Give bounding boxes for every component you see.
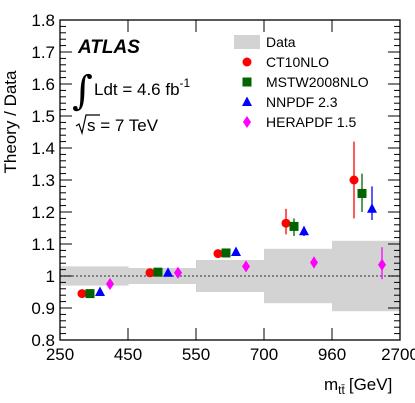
integral-sign-icon: ∫: [72, 68, 93, 114]
data-point: [163, 267, 173, 277]
legend-label-4: HERAPDF 1.5: [266, 114, 356, 130]
x-tick-label: 700: [250, 345, 278, 364]
data-band-bin-3: [196, 260, 265, 292]
data-band-bin-4: [264, 248, 333, 304]
x-axis-title-unit: [GeV]: [349, 375, 392, 394]
y-tick-label: 1: [46, 267, 55, 286]
data-point: [281, 218, 291, 228]
legend-swatch-data: [234, 35, 260, 49]
legend: Data CT10NLO MSTW2008NLO NNPDF 2.3 HERAPDF 1…: [234, 34, 369, 130]
y-tick-label: 0.8: [31, 331, 55, 350]
legend-label-data: Data: [266, 34, 296, 50]
data-point: [77, 289, 87, 299]
x-tick-label: 2700: [381, 345, 415, 364]
data-point: [95, 286, 105, 296]
svg-text:Ldt = 4.6 fb-1: Ldt = 4.6 fb-1: [94, 76, 191, 99]
luminosity-label: ∫ Ldt = 4.6 fb-1: [72, 68, 191, 114]
sqrt-sign-icon: [75, 114, 100, 136]
legend-marker-2: [242, 77, 252, 87]
svg-text:mtt̄[GeV]: mtt̄ [GeV]: [324, 375, 392, 397]
data-point: [231, 246, 241, 256]
legend-label-3: NNPDF 2.3: [266, 94, 338, 110]
y-tick-label: 1.4: [31, 139, 55, 158]
legend-label-2: MSTW2008NLO: [266, 74, 369, 90]
series-mstw2008nlo: [85, 173, 367, 299]
legend-label-1: CT10NLO: [266, 54, 329, 70]
data-point: [289, 221, 299, 231]
data-point: [213, 249, 223, 259]
plot-frame: 0.8 0.9 1 1.1 1.2 1.3 1.4 1.5 1.6 1.7 1.8 250 450 550…: [31, 11, 415, 364]
legend-marker-1: [242, 57, 252, 67]
data-point: [106, 278, 114, 290]
data-point: [145, 268, 155, 278]
data-point: [349, 175, 359, 185]
series-markers: [77, 141, 386, 299]
y-axis-title: Theory / Data: [1, 70, 20, 174]
legend-marker-4: [243, 116, 251, 128]
x-axis-title-main: m: [324, 375, 338, 394]
x-tick-label: 550: [182, 345, 210, 364]
x-axis-title-sub: tt̄: [338, 383, 345, 397]
series-ct10nlo: [77, 141, 359, 299]
series-nnpdf-2-3: [95, 186, 377, 296]
data-point: [367, 203, 377, 213]
series-herapdf-1-5: [106, 247, 386, 290]
data-point: [378, 258, 386, 271]
y-tick-label: 1.6: [31, 75, 55, 94]
y-tick-label: 0.9: [31, 299, 55, 318]
data-point: [357, 188, 367, 198]
data-point: [153, 267, 163, 277]
energy-label: s = 7 TeV: [75, 114, 159, 136]
luminosity-exponent: -1: [180, 76, 191, 90]
y-tick-label: 1.1: [31, 235, 55, 254]
y-tick-label: 1.2: [31, 203, 55, 222]
y-tick-label: 1.3: [31, 171, 55, 190]
x-tick-label: 960: [318, 345, 346, 364]
data-point: [85, 289, 95, 299]
energy-text: s = 7 TeV: [87, 116, 159, 135]
data-point: [221, 248, 231, 258]
data-point: [242, 260, 250, 273]
x-tick-label: 450: [114, 345, 142, 364]
y-tick-label: 1.8: [31, 11, 55, 30]
luminosity-text: Ldt = 4.6 fb: [94, 80, 180, 99]
y-tick-label: 1.7: [31, 43, 55, 62]
x-axis-title: mtt̄ [GeV]: [324, 375, 392, 397]
data-point: [299, 225, 309, 236]
data-point: [310, 256, 318, 269]
y-tick-label: 1.5: [31, 107, 55, 126]
x-tick-label: 250: [46, 345, 74, 364]
data-point: [174, 266, 182, 279]
atlas-label: ATLAS: [77, 37, 140, 58]
legend-marker-3: [242, 96, 252, 106]
